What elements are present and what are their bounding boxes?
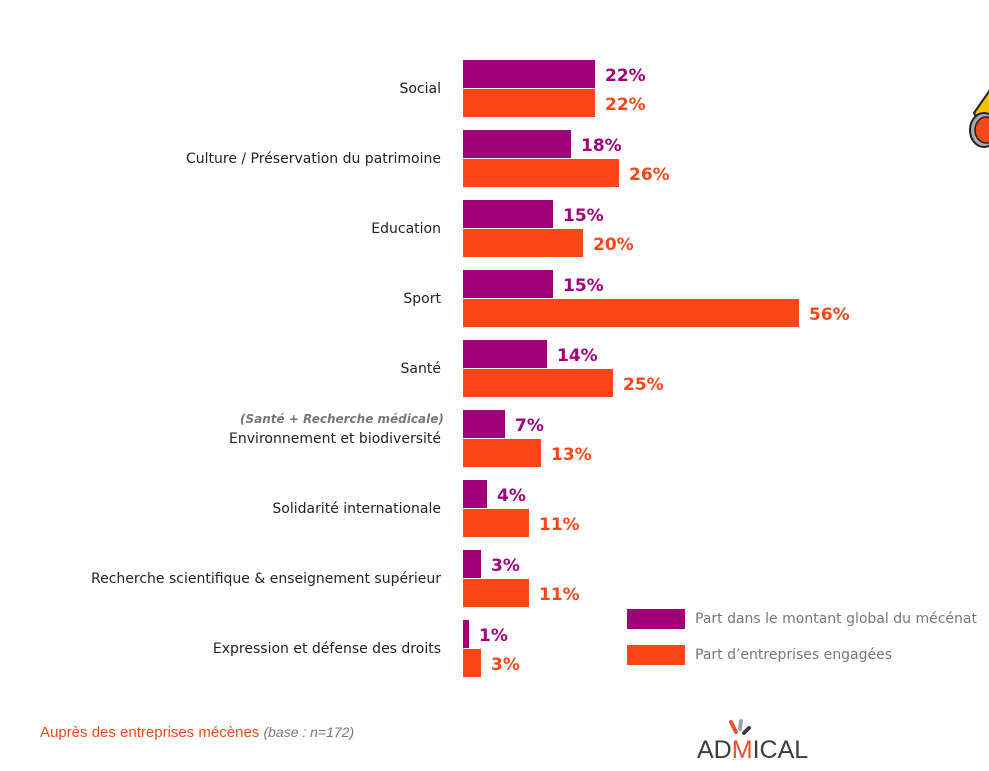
data-label: 15% (563, 276, 604, 296)
admical-logo: ADMICAL (697, 736, 809, 764)
bar (463, 299, 799, 327)
category-label: Sport (403, 291, 441, 307)
data-label: 25% (623, 375, 664, 395)
admical-logo-icon (729, 719, 751, 735)
sante-annotation: (Santé + Recherche médicale) (240, 412, 444, 426)
data-label: 22% (605, 95, 646, 115)
bar (463, 60, 595, 88)
data-label: 18% (581, 136, 622, 156)
legend-swatch (627, 609, 685, 629)
bar (463, 509, 529, 537)
footer-base: (base : n=172) (263, 724, 355, 740)
bar (463, 620, 469, 648)
data-label: 11% (539, 585, 580, 605)
legend-item-montant: Part dans le montant global du mécénat (627, 609, 977, 629)
category-label: Social (399, 81, 441, 97)
data-label: 11% (539, 515, 580, 535)
data-label: 7% (515, 416, 544, 436)
footer-text: Auprès des entreprises mécènes (40, 724, 260, 741)
bar-chart: Social 22% 22% Culture / Préservation du pa… (91, 60, 850, 677)
data-label: 3% (491, 556, 520, 576)
bar (463, 579, 529, 607)
megaphone-icon (969, 89, 989, 148)
category-label: Education (371, 221, 441, 237)
bar (463, 480, 487, 508)
category-label: Culture / Préservation du patrimoine (186, 151, 441, 167)
data-label: 26% (629, 165, 670, 185)
legend-swatch (627, 645, 685, 665)
data-label: 13% (551, 445, 592, 465)
data-label: 1% (479, 626, 508, 646)
data-label: 14% (557, 346, 598, 366)
data-label: 3% (491, 655, 520, 675)
bar (463, 439, 541, 467)
bar (463, 649, 481, 677)
legend-label: Part d’entreprises engagées (695, 647, 893, 663)
bar (463, 410, 505, 438)
category-label: Environnement et biodiversité (229, 431, 441, 447)
bar (463, 369, 613, 397)
legend-item-entreprises: Part d’entreprises engagées (627, 645, 892, 665)
data-label: 56% (809, 305, 850, 325)
bar (463, 89, 595, 117)
data-label: 15% (563, 206, 604, 226)
bar (463, 200, 553, 228)
bar (463, 340, 547, 368)
bar (463, 130, 571, 158)
bar (463, 550, 481, 578)
bar (463, 159, 619, 187)
legend-label: Part dans le montant global du mécénat (695, 611, 977, 627)
category-label: Solidarité internationale (272, 501, 441, 517)
bar (463, 229, 583, 257)
bar (463, 270, 553, 298)
data-label: 20% (593, 235, 634, 255)
footer-note: Auprès des entreprises mécènes (base : n… (40, 724, 354, 741)
data-label: 4% (497, 486, 526, 506)
category-label: Expression et défense des droits (213, 641, 441, 657)
category-label: Recherche scientifique & enseignement su… (91, 571, 441, 587)
data-label: 22% (605, 66, 646, 86)
category-label: Santé (401, 361, 441, 377)
